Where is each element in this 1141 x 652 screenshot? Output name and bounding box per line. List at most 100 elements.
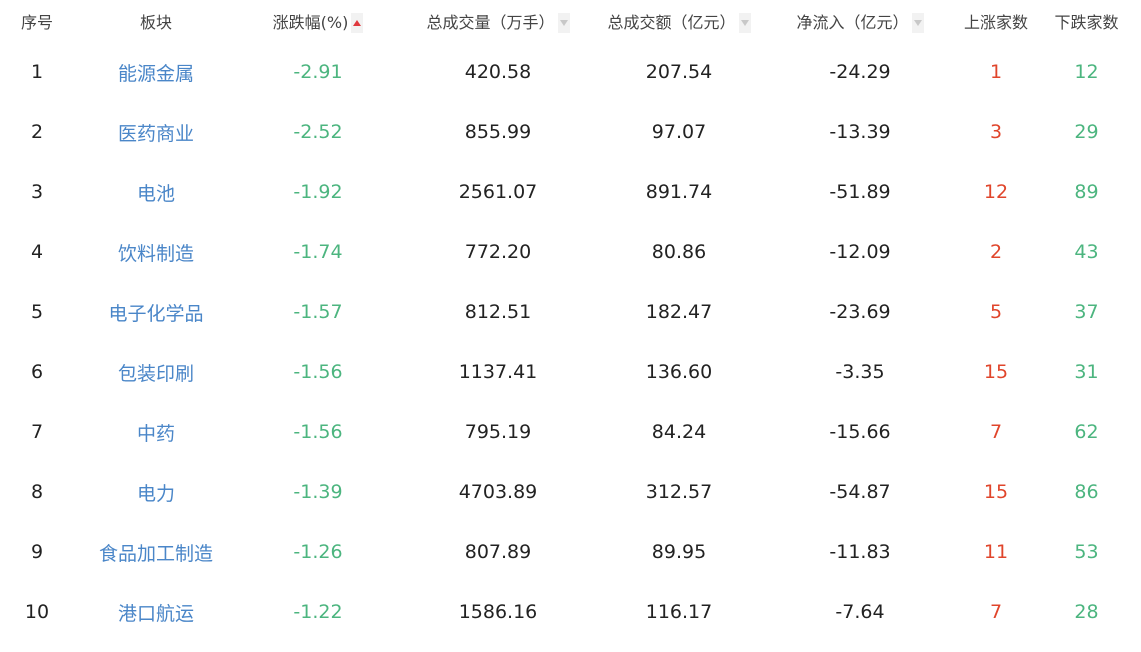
cell-turnover: 84.24 bbox=[651, 421, 707, 443]
sector-link[interactable]: 包装印刷 bbox=[117, 362, 194, 385]
cell-volume: 420.58 bbox=[464, 61, 532, 83]
sector-link[interactable]: 电子化学品 bbox=[108, 302, 204, 325]
header-index: 序号 bbox=[0, 0, 74, 42]
cell-change-pct: -1.74 bbox=[293, 241, 343, 263]
header-label: 序号 bbox=[20, 13, 53, 32]
header-label: 板块 bbox=[139, 13, 172, 32]
cell-down-count: 43 bbox=[1074, 241, 1099, 263]
table-row: 6 包装印刷 -1.56 1137.41 136.60 -3.35 15 31 bbox=[0, 342, 1141, 402]
cell-down-count: 31 bbox=[1074, 361, 1099, 383]
cell-down-count: 53 bbox=[1074, 541, 1099, 563]
table-row: 5 电子化学品 -1.57 812.51 182.47 -23.69 5 37 bbox=[0, 282, 1141, 342]
cell-up-count: 5 bbox=[989, 301, 1003, 323]
table-row: 8 电力 -1.39 4703.89 312.57 -54.87 15 86 bbox=[0, 462, 1141, 522]
cell-up-count: 2 bbox=[989, 241, 1003, 263]
sort-ascending-icon[interactable] bbox=[351, 13, 364, 34]
cell-up-count: 12 bbox=[983, 181, 1009, 203]
cell-net-inflow: -11.83 bbox=[829, 541, 891, 563]
cell-change-pct: -1.39 bbox=[293, 481, 343, 503]
cell-up-count: 3 bbox=[989, 121, 1003, 143]
cell-turnover: 97.07 bbox=[651, 121, 707, 143]
cell-volume: 1586.16 bbox=[458, 601, 538, 623]
sector-link[interactable]: 饮料制造 bbox=[117, 242, 194, 265]
cell-index: 5 bbox=[30, 301, 44, 323]
cell-turnover: 207.54 bbox=[645, 61, 713, 83]
cell-up-count: 15 bbox=[983, 361, 1009, 383]
cell-index: 10 bbox=[24, 601, 50, 623]
cell-change-pct: -1.56 bbox=[293, 361, 343, 383]
header-label: 总成交量（万手） bbox=[426, 12, 555, 32]
cell-index: 7 bbox=[30, 421, 44, 443]
cell-down-count: 37 bbox=[1074, 301, 1099, 323]
cell-turnover: 312.57 bbox=[645, 481, 713, 503]
table-header: 序号 板块 涨跌幅(%) 总成交量（万手） 总成交额（亿元） 净流入（亿元） 上涨家数 下跌家… bbox=[0, 0, 1141, 42]
cell-volume: 807.89 bbox=[464, 541, 532, 563]
header-net-inflow[interactable]: 净流入（亿元） bbox=[760, 0, 960, 42]
cell-change-pct: -1.56 bbox=[293, 421, 343, 443]
sort-descending-icon[interactable] bbox=[557, 13, 570, 34]
cell-net-inflow: -15.66 bbox=[829, 421, 891, 443]
cell-change-pct: -1.57 bbox=[293, 301, 343, 323]
cell-up-count: 15 bbox=[983, 481, 1009, 503]
cell-down-count: 86 bbox=[1074, 481, 1099, 503]
cell-net-inflow: -23.69 bbox=[829, 301, 891, 323]
header-down-count: 下跌家数 bbox=[1032, 0, 1141, 42]
header-label: 上涨家数 bbox=[963, 13, 1028, 32]
sector-link[interactable]: 电力 bbox=[136, 482, 175, 505]
table-row: 4 饮料制造 -1.74 772.20 80.86 -12.09 2 43 bbox=[0, 222, 1141, 282]
cell-up-count: 7 bbox=[989, 601, 1003, 623]
sort-descending-icon[interactable] bbox=[911, 13, 924, 34]
sector-link[interactable]: 电池 bbox=[136, 182, 175, 205]
cell-down-count: 89 bbox=[1074, 181, 1099, 203]
cell-net-inflow: -54.87 bbox=[829, 481, 891, 503]
header-label: 涨跌幅(%) bbox=[272, 12, 349, 32]
cell-up-count: 7 bbox=[989, 421, 1003, 443]
table-row: 7 中药 -1.56 795.19 84.24 -15.66 7 62 bbox=[0, 402, 1141, 462]
cell-change-pct: -1.26 bbox=[293, 541, 343, 563]
header-up-count: 上涨家数 bbox=[960, 0, 1032, 42]
cell-index: 1 bbox=[30, 61, 44, 83]
sort-descending-icon[interactable] bbox=[738, 13, 751, 34]
cell-up-count: 11 bbox=[983, 541, 1009, 563]
table-row: 9 食品加工制造 -1.26 807.89 89.95 -11.83 11 53 bbox=[0, 522, 1141, 582]
cell-volume: 1137.41 bbox=[458, 361, 538, 383]
cell-volume: 795.19 bbox=[464, 421, 532, 443]
cell-net-inflow: -51.89 bbox=[829, 181, 891, 203]
cell-index: 2 bbox=[30, 121, 44, 143]
cell-change-pct: -2.91 bbox=[293, 61, 343, 83]
header-label: 净流入（亿元） bbox=[796, 12, 909, 32]
table-row: 2 医药商业 -2.52 855.99 97.07 -13.39 3 29 bbox=[0, 102, 1141, 162]
header-turnover[interactable]: 总成交额（亿元） bbox=[598, 0, 760, 42]
cell-change-pct: -1.92 bbox=[293, 181, 343, 203]
cell-index: 8 bbox=[30, 481, 44, 503]
cell-index: 6 bbox=[30, 361, 44, 383]
cell-turnover: 80.86 bbox=[651, 241, 707, 263]
header-sector: 板块 bbox=[74, 0, 238, 42]
sector-link[interactable]: 食品加工制造 bbox=[98, 542, 213, 565]
table-row: 1 能源金属 -2.91 420.58 207.54 -24.29 1 12 bbox=[0, 42, 1141, 102]
cell-index: 3 bbox=[30, 181, 44, 203]
cell-volume: 772.20 bbox=[464, 241, 532, 263]
sector-link[interactable]: 能源金属 bbox=[117, 62, 194, 85]
cell-turnover: 89.95 bbox=[651, 541, 707, 563]
cell-volume: 812.51 bbox=[464, 301, 532, 323]
cell-net-inflow: -7.64 bbox=[835, 601, 885, 623]
cell-down-count: 62 bbox=[1074, 421, 1099, 443]
cell-turnover: 182.47 bbox=[645, 301, 713, 323]
cell-volume: 855.99 bbox=[464, 121, 532, 143]
cell-change-pct: -1.22 bbox=[293, 601, 343, 623]
sector-link[interactable]: 医药商业 bbox=[117, 122, 194, 145]
header-volume[interactable]: 总成交量（万手） bbox=[398, 0, 598, 42]
cell-down-count: 28 bbox=[1074, 601, 1099, 623]
header-change-pct[interactable]: 涨跌幅(%) bbox=[238, 0, 398, 42]
sector-link[interactable]: 中药 bbox=[136, 422, 175, 445]
table-row: 3 电池 -1.92 2561.07 891.74 -51.89 12 89 bbox=[0, 162, 1141, 222]
sector-link[interactable]: 港口航运 bbox=[117, 602, 194, 625]
cell-net-inflow: -24.29 bbox=[829, 61, 891, 83]
cell-net-inflow: -12.09 bbox=[829, 241, 891, 263]
cell-volume: 4703.89 bbox=[458, 481, 538, 503]
cell-down-count: 12 bbox=[1074, 61, 1099, 83]
cell-index: 4 bbox=[30, 241, 44, 263]
cell-up-count: 1 bbox=[989, 61, 1003, 83]
